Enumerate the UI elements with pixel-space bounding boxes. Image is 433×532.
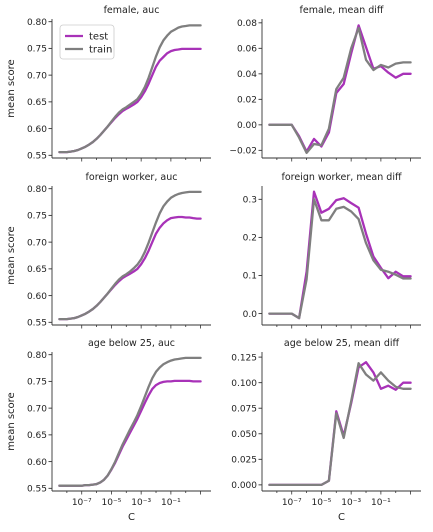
- x-tick-label: 10⁻⁷: [72, 498, 92, 508]
- series-line-train: [268, 26, 412, 155]
- y-tick-label: 0.025: [231, 456, 257, 466]
- panel-2: female, mean diff −0.02 0.00 0.02 0.04 0.06 0.…: [229, 5, 421, 162]
- series-line-test: [58, 47, 202, 154]
- y-tick-label: −0.02: [229, 147, 257, 157]
- series-line-test: [58, 215, 202, 321]
- y-tick-label: 0.04: [237, 70, 257, 80]
- series-line-test: [58, 379, 202, 487]
- legend: test train: [59, 24, 115, 60]
- y-tick-label: 0.075: [231, 404, 257, 414]
- legend-label: test: [89, 32, 108, 43]
- series-line-train: [58, 190, 202, 321]
- y-tick-label: 0.2: [243, 234, 257, 244]
- panel-title: foreign worker, auc: [86, 172, 178, 183]
- y-tick-label: 0.06: [237, 45, 257, 55]
- y-tick-label: 0.00: [237, 121, 257, 131]
- legend-label: train: [89, 45, 112, 56]
- panel-title: foreign worker, mean diff: [281, 172, 401, 183]
- legend-box: [59, 24, 115, 60]
- y-axis-label: mean score: [6, 59, 17, 117]
- y-tick-label: 0.55: [27, 152, 47, 162]
- y-tick-label: 0.65: [27, 98, 47, 108]
- y-tick-label: 0.80: [27, 185, 47, 195]
- series-line-train: [268, 362, 412, 487]
- panel-1: female, auc 0.55 0.60 0.65 0.70 0.75 0.80 mean …: [6, 5, 211, 162]
- panel-3: foreign worker, auc 0.55 0.60 0.65 0.70 0.75 0…: [6, 172, 211, 329]
- series-line-train: [58, 24, 202, 154]
- y-tick-label: 0.02: [237, 96, 257, 106]
- y-tick-label: 0.3: [243, 196, 257, 206]
- y-tick-label: 0.55: [27, 319, 47, 329]
- y-tick-label: 0.55: [27, 485, 47, 495]
- y-tick-label: 0.60: [27, 292, 47, 302]
- panel-5: age below 25, auc 0.55 0.60 0.65 0.70 0.75 0.8…: [6, 338, 211, 523]
- y-axis-label: mean score: [6, 226, 17, 284]
- y-tick-label: 0.1: [243, 272, 257, 282]
- series-line-train: [58, 356, 202, 487]
- panel-6: age below 25, mean diff 0.000 0.025 0.050 0.…: [231, 338, 421, 523]
- panel-title: age below 25, auc: [88, 338, 175, 349]
- x-tick-label: 10⁻⁷: [282, 498, 302, 508]
- y-axis-label: mean score: [6, 392, 17, 450]
- y-tick-label: 0.08: [237, 19, 257, 29]
- x-tick-label: 10⁻³: [131, 498, 151, 508]
- x-tick-label: 10⁻¹: [371, 498, 391, 508]
- y-tick-label: 0.70: [27, 238, 47, 248]
- y-tick-label: 0.125: [231, 353, 257, 363]
- y-tick-label: 0.60: [27, 125, 47, 135]
- y-tick-label: 0.0: [243, 310, 258, 320]
- panel-title: age below 25, mean diff: [284, 338, 400, 349]
- y-tick-label: 0.75: [27, 378, 47, 388]
- series-line-test: [268, 24, 412, 153]
- x-tick-label: 10⁻¹: [161, 498, 181, 508]
- series-line-train: [268, 198, 412, 320]
- y-tick-label: 0.60: [27, 458, 47, 468]
- x-axis-label: C: [338, 512, 345, 523]
- x-tick-label: 10⁻³: [341, 498, 361, 508]
- y-tick-label: 0.75: [27, 212, 47, 222]
- y-tick-label: 0.050: [231, 430, 257, 440]
- panel-title: female, auc: [104, 5, 160, 16]
- y-tick-label: 0.100: [231, 379, 257, 389]
- y-tick-label: 0.000: [231, 481, 257, 491]
- x-axis-label: C: [128, 512, 135, 523]
- series-line-test: [268, 190, 412, 320]
- y-tick-label: 0.80: [27, 351, 47, 361]
- y-tick-label: 0.70: [27, 71, 47, 81]
- x-tick-label: 10⁻⁵: [312, 498, 332, 508]
- y-tick-label: 0.65: [27, 431, 47, 441]
- y-tick-label: 0.70: [27, 404, 47, 414]
- y-tick-label: 0.65: [27, 265, 47, 275]
- x-tick-label: 10⁻⁵: [102, 498, 122, 508]
- panel-title: female, mean diff: [300, 5, 384, 16]
- y-tick-label: 0.75: [27, 45, 47, 55]
- panel-4: foreign worker, mean diff 0.0 0.1 0.2 0.3: [243, 172, 421, 329]
- y-tick-label: 0.80: [27, 18, 47, 28]
